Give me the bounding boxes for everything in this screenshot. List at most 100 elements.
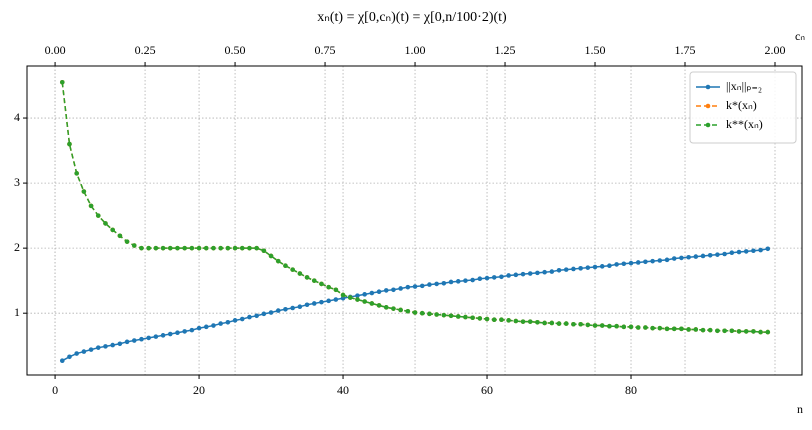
- point: [239, 316, 245, 322]
- point: [95, 213, 101, 218]
- point: [247, 245, 252, 251]
- point: [520, 271, 526, 277]
- point: [477, 276, 483, 282]
- point: [225, 320, 231, 325]
- point: [239, 245, 245, 251]
- point: [376, 303, 382, 308]
- point: [427, 282, 432, 287]
- point: [103, 221, 108, 226]
- point: [628, 260, 634, 266]
- point: [283, 306, 288, 312]
- point: [470, 277, 475, 283]
- y-tick-label: 1: [14, 305, 20, 319]
- point: [455, 314, 461, 319]
- x-axis-label: n: [797, 402, 803, 416]
- point: [117, 233, 123, 239]
- point: [621, 261, 627, 267]
- point: [542, 320, 547, 326]
- point: [441, 280, 447, 286]
- point: [664, 257, 670, 263]
- point: [700, 253, 706, 259]
- y-tick-label: 2: [14, 240, 20, 254]
- legend-marker: [705, 122, 711, 128]
- point: [657, 258, 663, 263]
- point: [232, 318, 238, 323]
- point: [182, 245, 187, 251]
- point: [88, 347, 94, 352]
- point: [196, 325, 202, 331]
- x2-tick-label: 1.75: [675, 43, 696, 57]
- point: [729, 250, 735, 256]
- point: [563, 267, 569, 272]
- point: [664, 326, 670, 332]
- point: [376, 289, 382, 295]
- point: [700, 327, 706, 333]
- x2-tick-label: 1.50: [585, 43, 606, 57]
- point: [513, 318, 519, 324]
- point: [304, 275, 310, 280]
- point: [671, 326, 677, 332]
- point: [671, 256, 677, 261]
- point: [391, 287, 396, 293]
- point: [160, 333, 166, 338]
- point: [578, 266, 583, 271]
- point: [499, 317, 504, 323]
- point: [81, 349, 87, 354]
- legend-marker: [705, 103, 711, 109]
- point: [729, 328, 735, 334]
- point: [275, 258, 281, 264]
- point: [484, 275, 490, 281]
- point: [211, 245, 216, 251]
- point: [340, 292, 346, 298]
- point: [643, 325, 648, 330]
- point: [167, 331, 173, 337]
- point: [556, 267, 562, 273]
- point: [110, 342, 115, 348]
- point: [743, 329, 749, 334]
- point: [650, 325, 655, 331]
- point: [592, 323, 598, 328]
- point: [333, 297, 339, 302]
- point: [463, 278, 468, 283]
- point: [131, 243, 137, 248]
- point: [218, 245, 223, 251]
- point: [542, 269, 547, 275]
- point: [290, 305, 295, 311]
- point: [275, 308, 281, 313]
- legend: ||xₙ||ₚ₌₂ k*(xₙ) k**(xₙ): [689, 71, 797, 144]
- x2-tick-label: 0.75: [315, 43, 336, 57]
- point: [182, 329, 187, 334]
- point: [607, 263, 612, 269]
- point: [758, 329, 763, 335]
- point: [383, 288, 389, 293]
- point: [535, 320, 540, 325]
- point: [707, 327, 713, 333]
- point: [585, 322, 591, 328]
- point: [693, 327, 699, 332]
- point: [117, 341, 123, 347]
- point: [434, 281, 439, 287]
- x-tick-label: 20: [193, 383, 205, 397]
- point: [369, 290, 375, 296]
- point: [549, 269, 555, 274]
- point: [254, 245, 259, 251]
- point: [765, 329, 771, 335]
- point: [398, 307, 403, 313]
- point: [347, 295, 353, 300]
- point: [607, 323, 612, 329]
- point: [304, 302, 310, 308]
- point: [110, 227, 115, 233]
- point: [484, 316, 490, 322]
- legend-label: k**(xₙ): [726, 117, 763, 131]
- point: [686, 327, 691, 332]
- point: [765, 246, 771, 252]
- point: [124, 239, 130, 244]
- point: [326, 284, 331, 290]
- point: [268, 310, 274, 315]
- point: [491, 317, 497, 323]
- legend-label: ||xₙ||ₚ₌₂: [726, 79, 762, 93]
- x2-tick-label: 2.00: [765, 43, 786, 57]
- point: [463, 314, 468, 320]
- point: [535, 270, 540, 276]
- point: [499, 274, 504, 280]
